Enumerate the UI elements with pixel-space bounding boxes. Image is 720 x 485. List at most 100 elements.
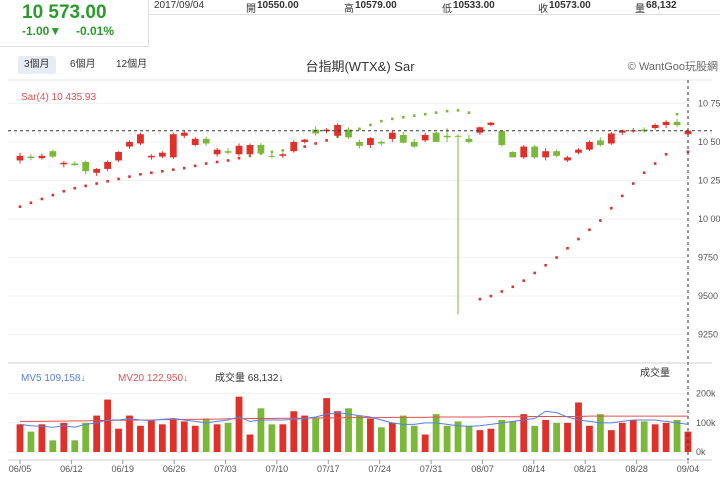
candle-body — [367, 138, 374, 146]
volume-label: 量 — [635, 4, 645, 15]
candle-body — [137, 134, 144, 144]
volume-bar — [345, 408, 352, 452]
volume-bar — [487, 428, 495, 452]
sar-point — [533, 271, 536, 275]
volume-bar — [202, 418, 210, 452]
volume-bar — [553, 422, 560, 452]
volume-bar — [148, 419, 155, 452]
sar-point — [182, 166, 186, 170]
volume-bar — [399, 415, 407, 452]
x-tick-label: 08/28 — [625, 464, 648, 474]
volume-bar — [191, 425, 199, 452]
sar-point — [522, 279, 526, 282]
x-tick-label: 06/05 — [9, 464, 32, 474]
range-12m-button[interactable]: 12個月 — [116, 59, 148, 70]
sar-point — [544, 263, 547, 267]
sar-point — [29, 201, 33, 205]
candle-body — [345, 129, 352, 138]
volume-bar — [126, 415, 133, 452]
candle-body — [388, 132, 396, 139]
sar-point — [653, 162, 657, 165]
candle-body — [531, 146, 539, 158]
quote-panel: 10 573.00 -1.00▼ -0.01% — [0, 0, 149, 47]
volume-bar — [476, 430, 484, 452]
volume-value: 68,132 — [646, 0, 677, 11]
volume-bar — [586, 425, 593, 452]
candle-body — [82, 161, 90, 172]
sar-point — [303, 145, 307, 148]
range-3m-button[interactable]: 3個月 — [18, 56, 56, 74]
sar-point — [686, 150, 690, 154]
candle-body — [202, 138, 210, 144]
sar-point — [610, 206, 613, 210]
candle-body — [38, 155, 46, 159]
sar-point — [478, 297, 482, 301]
x-tick-label: 09/04 — [677, 464, 700, 474]
volume-bar — [180, 421, 188, 452]
volume-bar — [246, 434, 254, 452]
sar-point — [358, 127, 361, 131]
range-6m-button[interactable]: 6個月 — [70, 59, 96, 70]
x-tick-label: 07/10 — [266, 464, 289, 474]
volume-bar — [367, 418, 374, 452]
candle-body — [586, 141, 593, 150]
sar-point — [412, 114, 416, 118]
high-label: 高 — [344, 4, 354, 15]
volume-bar — [651, 424, 659, 452]
candle-body — [213, 149, 221, 155]
sar-point — [566, 246, 569, 250]
sar-point — [325, 139, 328, 142]
sar-point — [128, 175, 131, 178]
volume-bar — [323, 398, 331, 452]
volume-bar — [596, 414, 604, 452]
sar-point — [172, 168, 175, 171]
x-tick-label: 06/19 — [112, 464, 135, 474]
candle-body — [553, 151, 560, 156]
x-tick-label: 08/21 — [574, 464, 597, 474]
volume-bar — [38, 424, 46, 452]
volume-bar — [115, 428, 122, 452]
volume-bar — [629, 419, 637, 452]
volume-bar — [443, 425, 451, 452]
volume-bar — [662, 422, 670, 452]
volume-bar — [268, 424, 276, 452]
brand-label: © WantGoo玩股網 — [627, 61, 718, 73]
price-change-pct: -0.01% — [76, 24, 115, 38]
candle-body — [618, 130, 626, 133]
candle-body — [356, 141, 363, 146]
chart-title: 台指期(WTX&) Sar — [305, 59, 415, 74]
low-value: 10533.00 — [453, 0, 495, 11]
volume-bar — [410, 425, 418, 452]
candle-body — [169, 134, 177, 158]
sar-point — [434, 111, 438, 114]
y-tick-label: 10 500 — [698, 137, 720, 147]
volume-bar — [49, 440, 57, 452]
volume-bar — [16, 424, 24, 452]
candle-body — [334, 124, 341, 136]
volume-bar — [509, 421, 517, 452]
volume-bar — [224, 422, 232, 452]
y-tick-label: 10 000 — [698, 214, 720, 224]
sar-point — [445, 109, 449, 113]
open-value: 10550.00 — [257, 0, 299, 11]
y-tick-label: 10 750 — [698, 98, 720, 108]
sar-point — [555, 256, 558, 259]
candle-body — [575, 149, 582, 153]
candle-body — [542, 151, 550, 158]
sar-point — [423, 112, 427, 116]
x-tick-label: 07/17 — [317, 464, 340, 474]
candle-body — [454, 135, 462, 137]
candle-body — [596, 140, 604, 146]
x-tick-label: 07/24 — [368, 464, 391, 474]
sar-point — [500, 290, 504, 293]
volume-bar — [575, 402, 582, 452]
candle-body — [158, 152, 166, 157]
candle-body — [148, 155, 155, 158]
volume-bar — [465, 425, 473, 452]
volume-bar — [60, 422, 68, 452]
candle-body — [16, 155, 24, 161]
sar-point — [642, 171, 646, 175]
volume-bar — [71, 440, 79, 452]
candle-body — [301, 139, 309, 142]
